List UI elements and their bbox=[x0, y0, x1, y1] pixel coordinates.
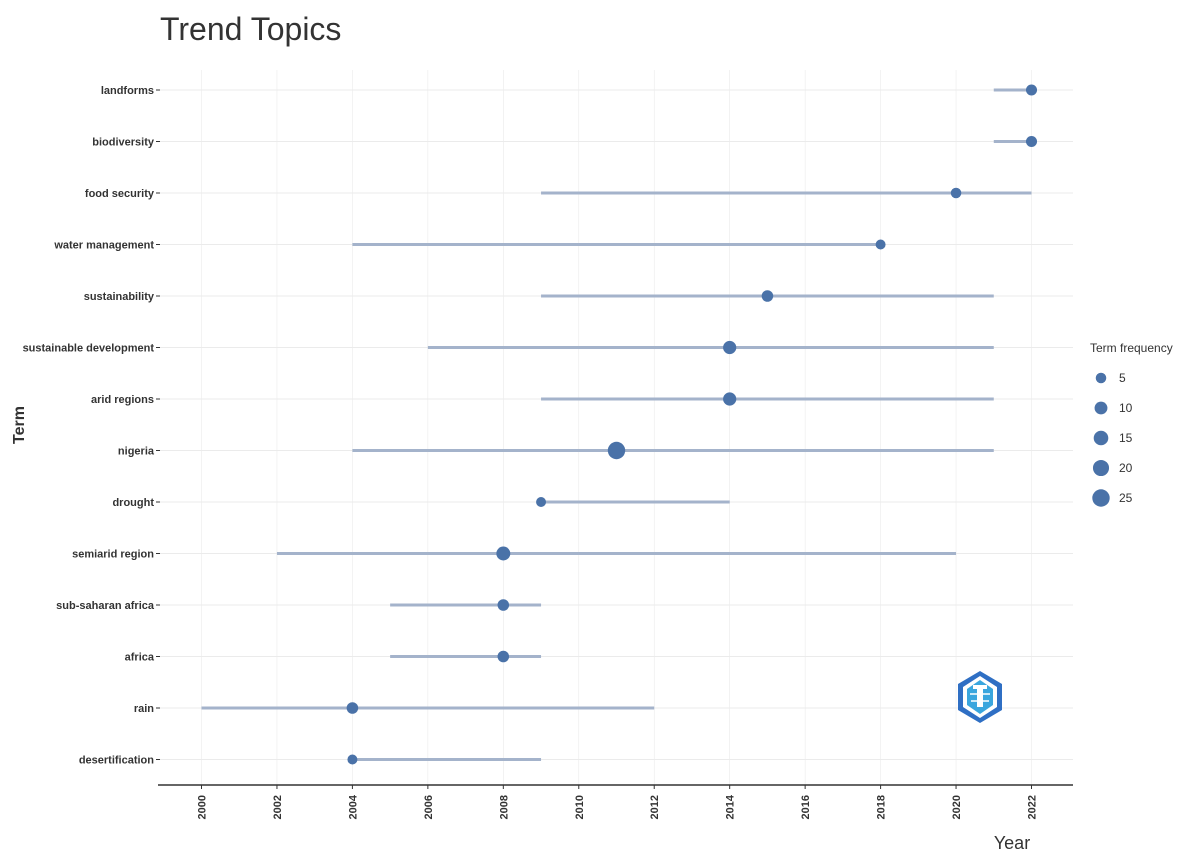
legend-size-marker bbox=[1094, 401, 1108, 415]
legend: Term frequency 5 10 15 20 25 bbox=[1090, 341, 1173, 507]
x-tick-label: 2006 bbox=[423, 795, 435, 819]
x-tick-label: 2014 bbox=[725, 794, 737, 819]
x-tick-label: 2022 bbox=[1027, 795, 1039, 819]
term-median-point bbox=[875, 239, 886, 250]
x-tick-label: 2020 bbox=[951, 795, 963, 819]
x-axis-ticks: 2000 2002 2004 2006 2008 2010 2012 2014 2016 2018… bbox=[197, 785, 1039, 819]
term-median-point bbox=[1025, 84, 1038, 96]
term-label: sub-saharan africa bbox=[56, 600, 155, 612]
legend-title: Term frequency bbox=[1090, 341, 1173, 355]
x-tick-label: 2004 bbox=[347, 794, 359, 819]
term-label: rain bbox=[134, 703, 154, 715]
legend-size-label: 5 bbox=[1119, 371, 1126, 385]
legend-size-label: 25 bbox=[1119, 491, 1133, 505]
grid bbox=[160, 70, 1073, 785]
term-label: sustainability bbox=[84, 291, 155, 303]
publisher-logo-icon bbox=[958, 671, 1002, 723]
median-points bbox=[346, 84, 1038, 765]
term-median-point bbox=[723, 340, 737, 355]
term-median-point bbox=[497, 650, 510, 663]
x-tick-label: 2012 bbox=[649, 795, 661, 819]
term-label: sustainable development bbox=[23, 343, 155, 355]
legend-size-marker bbox=[1093, 430, 1109, 446]
term-label: drought bbox=[112, 497, 154, 509]
term-label: food security bbox=[85, 188, 155, 200]
term-label: semiarid region bbox=[72, 549, 154, 561]
legend-size-marker bbox=[1092, 489, 1110, 507]
x-tick-label: 2008 bbox=[498, 795, 510, 819]
legend-size-label: 10 bbox=[1119, 401, 1133, 415]
term-median-point bbox=[496, 546, 511, 561]
x-tick-label: 2018 bbox=[876, 795, 888, 819]
term-label: landforms bbox=[101, 85, 154, 97]
term-median-point bbox=[346, 702, 359, 714]
legend-items: 5 10 15 20 25 bbox=[1092, 371, 1133, 507]
term-median-point bbox=[536, 497, 547, 507]
y-axis-labels: landforms biodiversity food security water … bbox=[23, 85, 160, 767]
legend-size-label: 20 bbox=[1119, 461, 1133, 475]
legend-size-label: 15 bbox=[1119, 431, 1133, 445]
y-axis-title: Term bbox=[11, 406, 28, 444]
term-median-point bbox=[347, 754, 358, 765]
x-tick-label: 2000 bbox=[197, 795, 209, 819]
term-median-point bbox=[723, 392, 737, 406]
term-label: nigeria bbox=[118, 446, 155, 458]
term-label: arid regions bbox=[91, 394, 154, 406]
term-median-point bbox=[761, 290, 774, 302]
chart-title: Trend Topics bbox=[160, 11, 341, 47]
term-label: biodiversity bbox=[92, 137, 155, 149]
range-lines bbox=[201, 88, 1032, 761]
x-tick-label: 2010 bbox=[574, 795, 586, 819]
term-label: desertification bbox=[79, 755, 154, 767]
term-median-point bbox=[497, 599, 510, 611]
term-median-point bbox=[1025, 135, 1038, 148]
term-median-point bbox=[607, 441, 626, 460]
x-axis-title: Year bbox=[994, 833, 1030, 853]
x-tick-label: 2016 bbox=[800, 795, 812, 819]
term-label: africa bbox=[125, 652, 155, 664]
term-label: water management bbox=[53, 240, 154, 252]
legend-size-marker bbox=[1092, 459, 1110, 477]
term-median-point bbox=[950, 187, 962, 199]
legend-size-marker bbox=[1095, 372, 1107, 384]
x-tick-label: 2002 bbox=[272, 795, 284, 819]
